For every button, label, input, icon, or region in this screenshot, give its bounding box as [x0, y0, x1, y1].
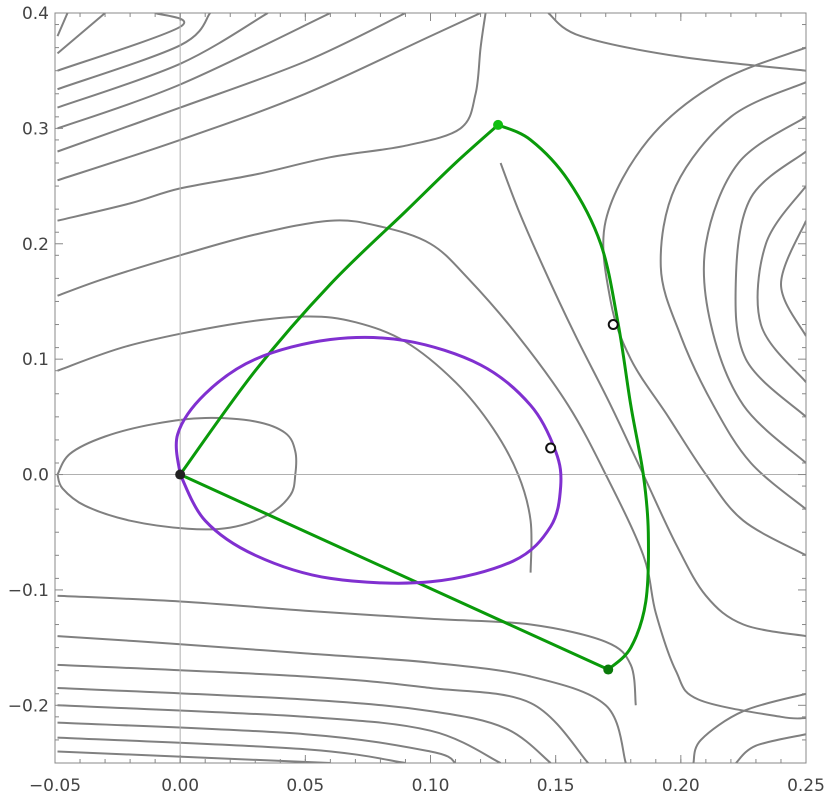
- contour-line-19: [734, 150, 806, 418]
- y-tick-label: 0.3: [22, 119, 49, 139]
- x-tick-label: −0.05: [29, 776, 81, 796]
- filled-point-2: [603, 664, 614, 675]
- contour-line-8: [57, 663, 589, 763]
- contour-line-11: [57, 721, 457, 763]
- y-tick-label: −0.2: [8, 696, 49, 716]
- x-tick-label: 0.25: [787, 776, 825, 796]
- contour-line-3: [57, 13, 487, 222]
- contour-line-22: [57, 13, 482, 182]
- purple-loop-curve: [174, 335, 563, 585]
- contour-line-21: [779, 220, 806, 337]
- y-axis-ticks: −0.2 −0.1 0.0 0.1 0.2 0.3 0.4: [8, 4, 806, 764]
- contour-line-7: [57, 635, 627, 763]
- trajectory-curves: [174, 123, 650, 671]
- contour-line-15: [735, 733, 806, 763]
- contour-line-13: [57, 750, 331, 763]
- y-tick-label: −0.1: [8, 581, 49, 601]
- filled-point-1: [493, 119, 504, 130]
- contour-line-28: [56, 13, 106, 55]
- marked-points: [175, 119, 619, 675]
- y-tick-label: 0.2: [22, 235, 49, 255]
- contour-line-4: [499, 162, 806, 638]
- plot-frame: [54, 12, 807, 764]
- contour-line-10: [57, 704, 502, 763]
- green-curve-0: [178, 123, 500, 476]
- contour-line-27: [57, 13, 185, 72]
- contour-line-12: [57, 736, 406, 763]
- contour-line-24: [57, 13, 331, 130]
- open-point-4: [545, 442, 557, 454]
- contour-line-9: [57, 687, 552, 763]
- filled-point-0: [175, 469, 186, 480]
- open-point-3: [607, 319, 619, 331]
- contour-line-17: [659, 81, 806, 510]
- contour-lines: [56, 13, 806, 763]
- contour-line-18: [702, 115, 806, 464]
- x-tick-label: 0.00: [161, 776, 199, 796]
- contour-line-14: [692, 692, 806, 763]
- x-tick-label: 0.15: [537, 776, 575, 796]
- contour-line-20: [756, 185, 806, 383]
- green-curve-2: [179, 473, 609, 671]
- contour-line-5: [547, 13, 806, 72]
- green-curve-1: [497, 123, 650, 671]
- contour-line-6: [57, 594, 637, 706]
- x-tick-label: 0.20: [662, 776, 700, 796]
- y-tick-label: 0.1: [22, 350, 49, 370]
- contour-line-26: [57, 13, 212, 91]
- contour-line-2: [57, 219, 806, 720]
- origin-axes: [55, 13, 806, 763]
- y-tick-label: 0.4: [22, 4, 49, 24]
- contour-line-23: [57, 13, 406, 153]
- contour-line-16: [602, 46, 806, 557]
- y-tick-label: 0.0: [22, 466, 49, 486]
- x-axis-ticks: −0.05 0.00 0.05 0.10 0.15 0.20 0.25: [29, 13, 825, 796]
- x-tick-label: 0.05: [286, 776, 324, 796]
- x-tick-label: 0.10: [412, 776, 450, 796]
- contour-line-29: [56, 13, 69, 37]
